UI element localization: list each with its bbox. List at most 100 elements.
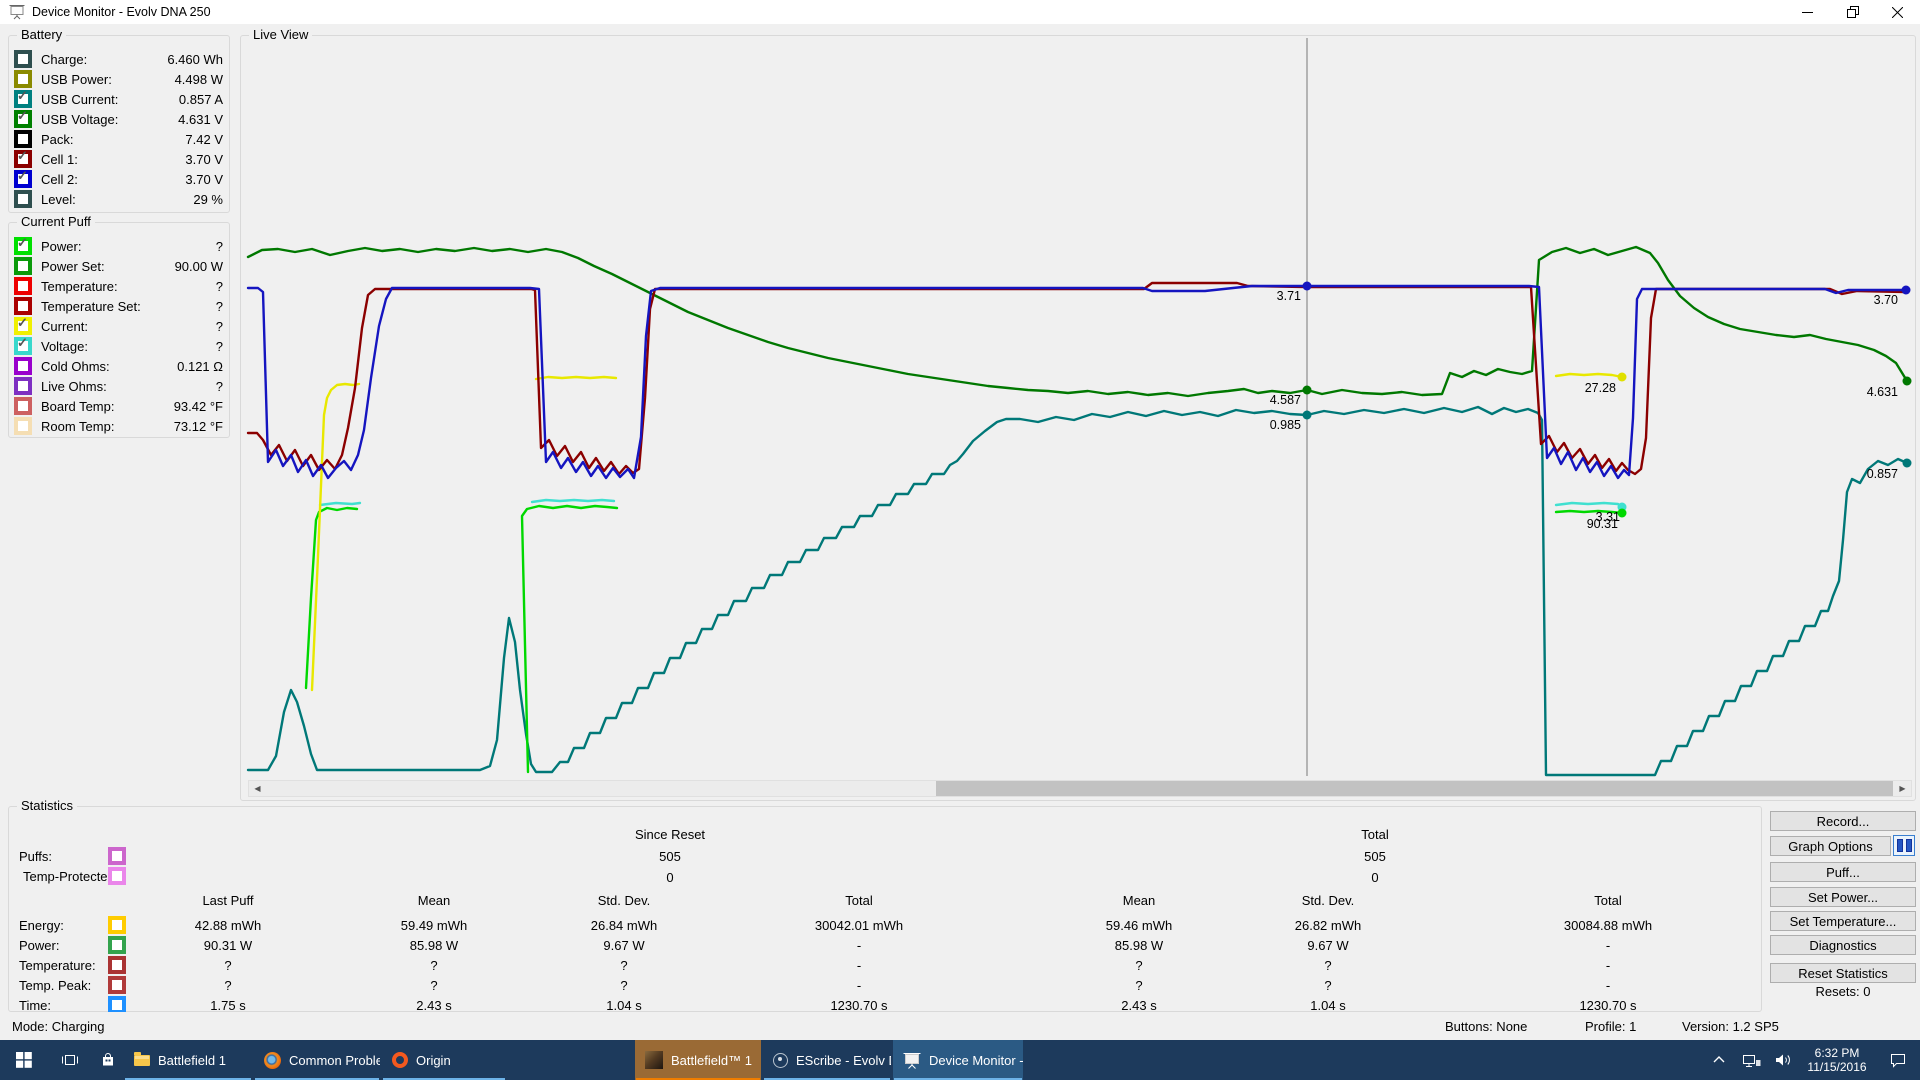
taskbar-app-battlefield-1[interactable]: Battlefield 1 — [124, 1040, 252, 1080]
battery-checkbox-charge[interactable] — [14, 50, 32, 68]
battery-label: Charge: — [41, 51, 88, 67]
set-power-button[interactable]: Set Power... — [1770, 887, 1916, 907]
current-puff-checkbox-power-set[interactable] — [14, 257, 32, 275]
battery-checkbox-usb-current[interactable]: ✓ — [14, 89, 32, 108]
current-puff-label: Room Temp: — [41, 418, 115, 434]
task-view-button[interactable] — [48, 1040, 92, 1080]
puffs-checkbox[interactable] — [108, 847, 126, 865]
taskbar-app-device-monitor-e[interactable]: Device Monitor - E... — [893, 1040, 1023, 1080]
battery-checkbox-level[interactable] — [14, 190, 32, 208]
set-temperature-button[interactable]: Set Temperature... — [1770, 911, 1916, 931]
chart-value-label: 0.985 — [1270, 418, 1301, 432]
battery-value: 3.70 V — [185, 151, 223, 167]
battery-checkbox-usb-power[interactable] — [14, 70, 32, 88]
stat-column-header-2-std-dev: Std. Dev. — [597, 893, 651, 908]
check-mark-icon: ✓ — [17, 108, 28, 123]
series-usb-current-a — [246, 405, 1909, 777]
stat-checkbox-temp-peak[interactable] — [108, 976, 126, 994]
taskbar-app-battlefield-1[interactable]: Battlefield™ 1 — [635, 1040, 761, 1080]
battery-label: Cell 2: — [41, 171, 78, 187]
current-puff-checkbox-cold-ohms[interactable] — [14, 357, 32, 375]
temp-protected-checkbox[interactable] — [108, 867, 126, 885]
start-button[interactable] — [0, 1040, 48, 1080]
minimize-button[interactable] — [1785, 0, 1830, 24]
graph-options-button[interactable]: Graph Options — [1770, 836, 1891, 856]
taskbar-app-label: EScribe - Evolv DN... — [796, 1052, 891, 1068]
scrollbar-thumb[interactable] — [936, 781, 1893, 796]
battery-checkbox-cell-1[interactable]: ✓ — [14, 149, 32, 168]
speaker-icon — [1775, 1054, 1790, 1066]
record-button[interactable]: Record... — [1770, 811, 1916, 831]
battery-label: USB Power: — [41, 71, 112, 87]
stat-energy-std-dev-2: 26.84 mWh — [590, 918, 658, 933]
stat-energy-total-6: 30084.88 mWh — [1563, 918, 1653, 933]
battery-value: 7.42 V — [185, 131, 223, 147]
puff-button[interactable]: Puff... — [1770, 862, 1916, 882]
current-puff-value: ? — [215, 298, 223, 314]
series-puff-power-w-1 — [520, 504, 619, 774]
microsoft-store-button[interactable] — [92, 1040, 124, 1080]
current-puff-checkbox-temperature-set[interactable] — [14, 297, 32, 315]
battery-checkbox-cell-2[interactable]: ✓ — [14, 169, 32, 188]
stat-power-mean-4: 85.98 W — [1114, 938, 1164, 953]
chart-value-label: 27.28 — [1585, 381, 1616, 395]
tray-network-button[interactable] — [1737, 1040, 1767, 1080]
series-puff-current-a-1 — [534, 375, 618, 381]
tray-clock[interactable]: 6:32 PM 11/15/2016 — [1800, 1040, 1874, 1080]
tray-chevron-button[interactable] — [1705, 1040, 1733, 1080]
current-puff-checkbox-power[interactable]: ✓ — [14, 236, 32, 255]
action-center-button[interactable] — [1878, 1040, 1918, 1080]
current-puff-checkbox-temperature[interactable] — [14, 277, 32, 295]
taskbar-app-origin[interactable]: Origin — [382, 1040, 506, 1080]
tray-volume-button[interactable] — [1768, 1040, 1798, 1080]
battery-label: Pack: — [41, 131, 74, 147]
battery-value: 0.857 A — [178, 91, 223, 107]
scroll-left-button[interactable]: ◀ — [254, 784, 261, 793]
taskbar-app-common-problem[interactable]: Common Problem... — [254, 1040, 380, 1080]
origin-icon — [392, 1052, 408, 1068]
series-puff-voltage-v-2 — [1554, 501, 1624, 509]
window-title: Device Monitor - Evolv DNA 250 — [32, 5, 211, 19]
scroll-right-button[interactable]: ▶ — [1899, 784, 1906, 793]
pause-icon — [1905, 839, 1912, 852]
current-puff-checkbox-current[interactable]: ✓ — [14, 316, 32, 335]
restore-button[interactable] — [1830, 0, 1875, 24]
data-point-marker — [1902, 376, 1912, 386]
battery-checkbox-usb-voltage[interactable]: ✓ — [14, 108, 32, 128]
folder-icon — [134, 1051, 150, 1066]
stat-checkbox-temperature[interactable] — [108, 956, 126, 974]
diagnostics-button[interactable]: Diagnostics — [1770, 935, 1916, 955]
chart-scrollbar[interactable]: ◀ ▶ — [248, 780, 1912, 797]
live-view-panel: Live View — [240, 27, 1916, 801]
current-puff-checkbox-live-ohms[interactable] — [14, 377, 32, 395]
stat-energy-mean-4: 59.46 mWh — [1105, 918, 1173, 933]
data-point-marker — [1302, 281, 1312, 291]
since-reset-puffs-count: 505 — [659, 849, 681, 864]
current-puff-checkbox-voltage[interactable]: ✓ — [14, 336, 32, 355]
current-puff-row-voltage: ✓ Voltage:? — [14, 336, 223, 356]
taskbar-underline — [255, 1078, 379, 1080]
stat-row-label-temperature: Temperature: — [19, 958, 96, 973]
close-button[interactable] — [1875, 0, 1920, 24]
battery-checkbox-pack[interactable] — [14, 130, 32, 148]
taskbar-app-label: Device Monitor - E... — [929, 1052, 1023, 1068]
pause-graph-button[interactable] — [1893, 835, 1915, 856]
current-puff-checkbox-board-temp[interactable] — [14, 397, 32, 415]
stat-row-label-power: Power: — [19, 938, 60, 953]
battery-row-usb-current: ✓ USB Current: 0.857 A — [14, 89, 223, 109]
series-puff-current-a-2 — [1554, 372, 1624, 379]
current-puff-row-temperature-set: Temperature Set:? — [14, 296, 223, 316]
battery-panel-title: Battery — [17, 27, 67, 42]
stat-row-label-time: Time: — [19, 998, 52, 1013]
stat-checkbox-energy[interactable] — [108, 916, 126, 934]
taskbar-app-escribe-evolv-dn[interactable]: EScribe - Evolv DN... — [763, 1040, 891, 1080]
series-usb-voltage-v — [246, 245, 1909, 398]
stat-temp-peak-std-dev-5: ? — [1324, 978, 1332, 993]
stat-time-mean-1: 2.43 s — [416, 998, 452, 1013]
stat-checkbox-power[interactable] — [108, 936, 126, 954]
stat-power-mean-1: 85.98 W — [409, 938, 459, 953]
reset-statistics-button[interactable]: Reset Statistics — [1770, 963, 1916, 983]
stat-time-mean-4: 2.43 s — [1121, 998, 1157, 1013]
current-puff-checkbox-room-temp[interactable] — [14, 417, 32, 435]
